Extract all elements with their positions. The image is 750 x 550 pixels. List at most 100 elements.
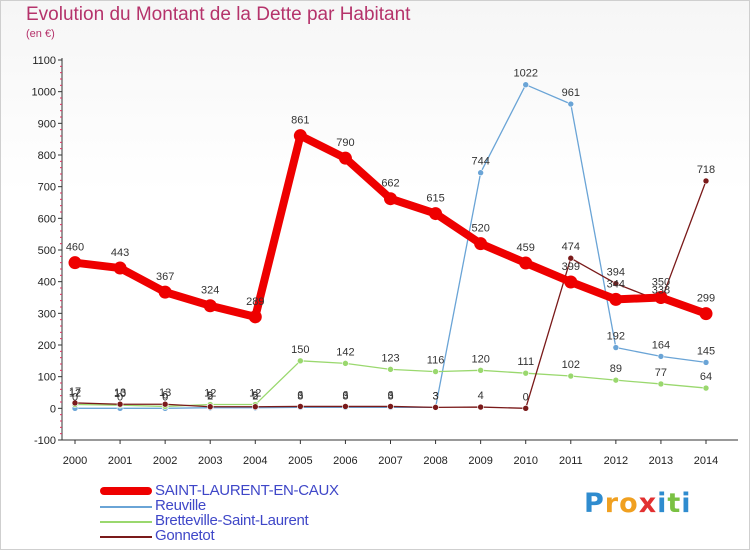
data-point [338,151,352,165]
data-label: 344 [607,278,625,290]
x-tick-label: 2004 [243,455,267,467]
data-label: 0 [117,391,123,403]
legend-swatch [100,521,152,523]
y-tick-label: 200 [38,340,56,352]
data-label: 145 [697,345,715,357]
data-point [384,192,397,206]
data-point [609,292,623,306]
data-point [297,403,304,410]
data-label: 615 [426,193,444,205]
y-tick-label: 900 [38,118,56,130]
y-tick-label: 0 [50,403,56,415]
data-label: 5 [207,390,213,402]
y-tick-label: 400 [38,277,56,289]
data-point [654,291,668,304]
data-label: 120 [471,353,489,365]
data-label: 77 [655,367,667,379]
data-point [522,405,530,412]
x-tick-label: 2005 [288,455,312,467]
data-point [116,400,124,408]
data-label: 12 [249,388,261,400]
logo-letter: x [638,488,658,519]
data-label: 2 [207,391,213,403]
data-label: 3 [387,390,393,402]
data-point [702,384,710,392]
data-label: 164 [652,339,670,351]
y-tick-label: -100 [34,435,56,447]
data-label: 459 [517,242,535,254]
data-label: 744 [471,156,489,168]
y-tick-label: 1000 [32,87,56,99]
data-label: 961 [562,87,580,99]
data-label: 142 [336,346,354,358]
data-point [71,399,79,407]
data-point [251,403,259,411]
data-label: 102 [562,359,580,371]
x-tick-label: 2011 [559,455,583,467]
data-point [612,344,620,351]
legend-swatch [100,536,152,538]
data-label: 350 [652,277,670,289]
y-tick-label: 500 [38,245,56,257]
data-point [699,307,713,321]
y-tick-label: 1100 [32,55,56,67]
legend-swatch [100,506,152,508]
data-label: 123 [381,352,399,364]
data-label: 111 [517,356,534,368]
data-label: 289 [246,296,264,308]
data-label: 3 [433,390,439,402]
data-label: 192 [607,331,625,343]
data-point [567,254,575,262]
data-point [522,369,530,377]
legend-label: Gonnetot [155,527,215,544]
data-label: 3 [342,390,348,402]
logo-letter: r [604,488,620,519]
data-point [161,400,169,408]
data-label: 0 [72,391,78,403]
data-label: 399 [562,261,580,273]
data-point [477,367,484,374]
y-tick-label: 700 [38,182,56,194]
data-point [474,237,488,251]
data-point [68,256,82,270]
data-label: 10 [114,388,126,400]
data-label: 394 [607,267,625,279]
data-point [702,177,710,185]
data-label: 443 [111,247,129,259]
data-point [564,275,578,289]
logo-letter: i [681,488,692,519]
data-point [387,403,394,410]
data-label: 3 [297,390,303,402]
chart-title: Evolution du Montant de la Dette par Hab… [26,4,411,25]
proxiti-logo: Proxiti [584,488,692,519]
x-tick-label: 2001 [108,455,132,467]
logo-letter: P [584,488,605,519]
x-tick-label: 2006 [333,455,357,467]
data-label: 3 [433,390,439,402]
data-label: 64 [700,371,712,383]
data-label: 17 [69,386,81,398]
data-point [567,372,575,380]
data-label: 13 [114,387,126,399]
data-point [702,359,710,366]
data-label: 5 [252,390,258,402]
data-point [432,368,439,375]
data-label: 324 [201,285,219,297]
data-label: 474 [562,241,580,253]
legend-label: SAINT-LAURENT-EN-CAUX [155,482,339,499]
data-point [297,357,304,365]
data-label: 6 [387,389,393,401]
x-tick-label: 2002 [153,455,177,467]
data-point [113,261,127,275]
data-label: 1022 [513,68,537,80]
data-label: 12 [204,388,216,400]
y-tick-label: 600 [38,213,56,225]
data-label: 13 [159,387,171,399]
data-point [432,404,439,411]
data-label: 460 [66,242,84,254]
data-label: 0 [162,391,168,403]
chart-unit: (en €) [26,28,55,40]
data-label: 6 [342,389,348,401]
data-label: 150 [291,344,309,356]
data-point [387,366,394,373]
